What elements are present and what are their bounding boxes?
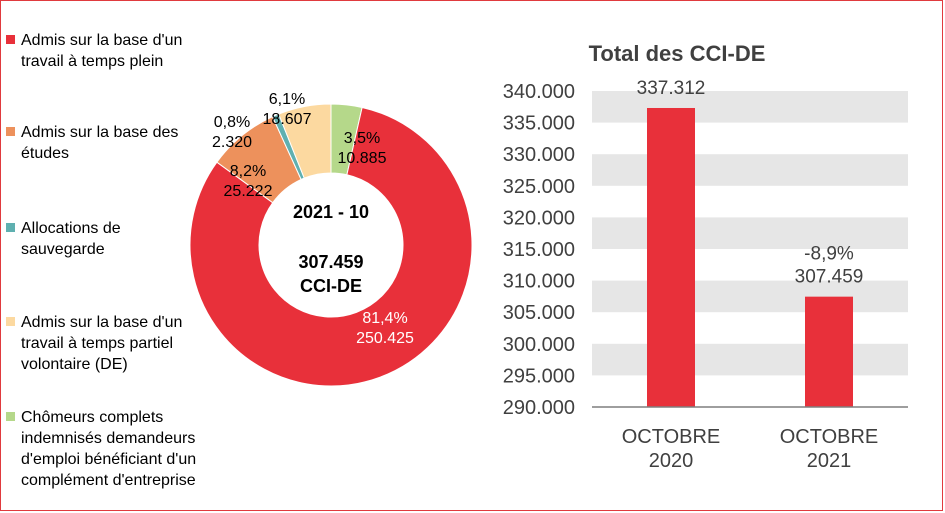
y-tick-label: 325.000 [503,176,575,198]
donut-slice-value-label: 2.320 [212,134,252,151]
y-tick-label: 295.000 [503,365,575,387]
donut-slice-percent-label: 8,2% [230,163,266,180]
grid-band [592,343,908,376]
bar-chart-grid [592,91,908,376]
donut-slice-percent-label: 3,5% [344,130,380,147]
x-tick-label: OCTOBRE [622,426,721,448]
y-tick-label: 315.000 [503,239,575,261]
bar [805,296,853,407]
y-tick-label: 310.000 [503,271,575,293]
donut-legend: Admis sur la base d'un travail à temps pl… [6,32,196,489]
donut-slice-value-label: 10.885 [338,150,387,167]
donut-center-unit: CCI-DE [300,276,362,296]
legend-label: sauvegarde [21,241,105,258]
y-tick-label: 305.000 [503,302,575,324]
donut-slice [189,106,473,387]
legend-label: d'emploi bénéficiant d'un [21,451,196,468]
x-tick-label: 2020 [649,450,694,472]
grid-band [592,280,908,313]
donut-center-period: 2021 - 10 [293,202,369,222]
y-tick-label: 290.000 [503,397,575,419]
donut-slice-value-label: 25.222 [224,183,273,200]
y-tick-label: 340.000 [503,81,575,103]
bar-data-label: -8,9% [804,244,854,265]
donut-slice-value-label: 250.425 [356,330,414,347]
donut-data-labels: 81,4% 250.425 8,2% 25.222 0,8% 2.320 6,1% 18.60… [212,91,414,347]
legend-swatch [6,127,15,136]
y-tick-label: 335.000 [503,113,575,135]
donut-slice-percent-label: 6,1% [269,91,305,108]
legend-label: Chômeurs complets [21,409,163,426]
legend-label: Admis sur la base des [21,124,178,141]
legend-swatch [6,223,15,232]
grid-band [592,91,908,123]
donut-slice-value-label: 18.607 [263,111,312,128]
grid-band [592,217,908,249]
x-tick-label: 2021 [807,450,852,472]
y-tick-label: 300.000 [503,334,575,356]
bar-chart-y-axis: 290.000 295.000 300.000 305.000 310.000 315.0… [503,81,575,419]
bar-chart-title: Total des CCI-DE [589,41,766,66]
legend-label: travail à temps partiel [21,335,173,352]
donut-slice [278,103,332,179]
bar-data-label: 307.459 [795,267,864,288]
donut-center-total: 307.459 [298,252,363,272]
x-tick-label: OCTOBRE [780,426,879,448]
y-tick-label: 330.000 [503,144,575,166]
legend-label: Allocations de [21,220,121,237]
legend-label: travail à temps plein [21,53,163,70]
legend-label: Admis sur la base d'un [21,32,182,49]
bar-chart-bars: 337.312 -8,9%307.459 [637,78,864,407]
donut-slice-percent-label: 81,4% [362,310,407,327]
legend-label: volontaire (DE) [21,356,128,373]
legend-label: complément d'entreprise [21,472,196,489]
grid-band [592,154,908,186]
legend-label: indemnisés demandeurs [21,430,195,447]
legend-swatch [6,35,15,44]
donut-chart [189,103,473,387]
legend-swatch [6,317,15,326]
y-tick-label: 320.000 [503,207,575,229]
donut-slice-percent-label: 0,8% [214,114,250,131]
donut-center-label: 2021 - 10 307.459 CCI-DE [293,202,369,296]
legend-label: études [21,145,69,162]
bar-data-label: 337.312 [637,78,706,99]
legend-label: Admis sur la base d'un [21,314,182,331]
legend-swatch [6,412,15,421]
bar [647,107,695,407]
